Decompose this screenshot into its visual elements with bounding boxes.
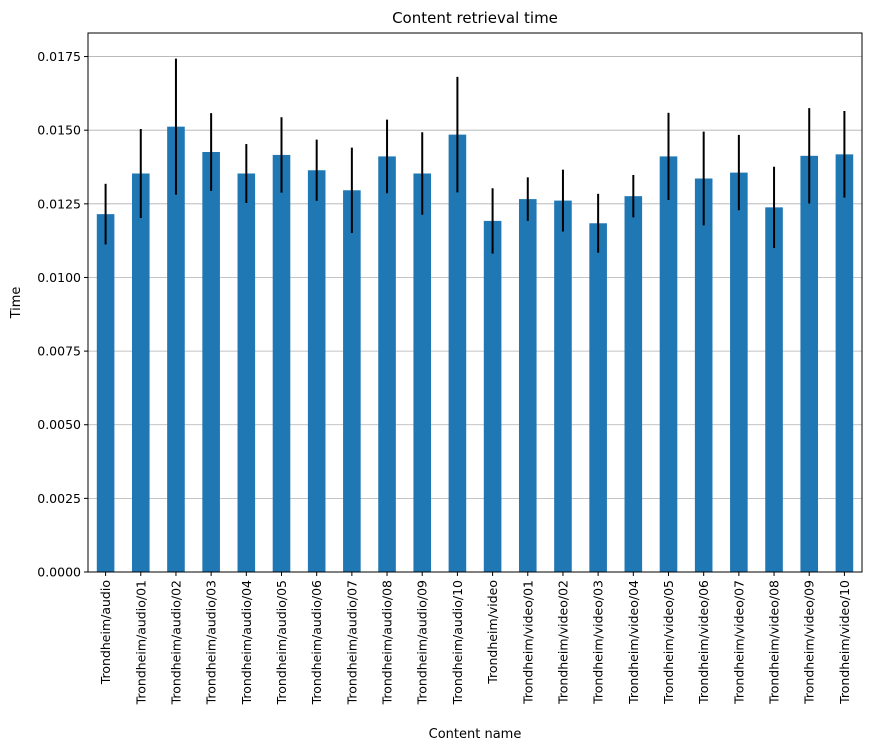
- y-tick-label: 0.0100: [37, 270, 81, 285]
- y-tick-label: 0.0125: [37, 196, 81, 211]
- chart-title: Content retrieval time: [392, 9, 558, 27]
- x-tick-label: Trondheim/audio/09: [415, 580, 430, 705]
- y-tick-label: 0.0075: [37, 344, 81, 359]
- bar: [131, 173, 150, 572]
- x-tick-label: Trondheim/audio/04: [239, 580, 254, 705]
- x-tick-label: Trondheim/video/07: [731, 580, 746, 705]
- bar: [730, 172, 748, 572]
- bars: [96, 126, 854, 573]
- bar: [765, 207, 783, 572]
- y-tick-label: 0.0050: [37, 417, 81, 432]
- bar: [378, 156, 396, 572]
- bar: [307, 170, 326, 573]
- bar: [835, 154, 854, 572]
- bar: [483, 220, 502, 572]
- bar: [272, 154, 291, 573]
- bar: [589, 223, 607, 572]
- x-tick-label: Trondheim/video/02: [555, 580, 570, 705]
- x-tick-label: Trondheim/audio/10: [450, 580, 465, 705]
- x-tick-label: Trondheim/video/09: [802, 580, 817, 705]
- x-tick-label: Trondheim/video/04: [626, 580, 641, 705]
- x-tick-label: Trondheim/video/10: [837, 580, 852, 705]
- x-tick-label: Trondheim/audio/01: [133, 580, 148, 705]
- y-tick-label: 0.0000: [37, 565, 81, 580]
- x-tick-label: Trondheim/audio/08: [380, 580, 395, 705]
- x-tick-label: Trondheim/audio/05: [274, 580, 289, 705]
- bar: [448, 134, 467, 573]
- y-axis: 0.0000 0.0025 0.0050 0.0075 0.0100 0.0125 0.01…: [37, 49, 88, 580]
- x-tick-label: Trondheim/video/01: [520, 580, 535, 705]
- x-tick-label: Trondheim/audio: [98, 580, 113, 685]
- bar: [237, 173, 256, 572]
- bar: [659, 156, 678, 572]
- x-tick-label: Trondheim/video/05: [661, 580, 676, 705]
- x-tick-label: Trondheim/video/06: [696, 580, 711, 705]
- error-bars: [104, 58, 846, 254]
- x-axis-label: Content name: [429, 727, 522, 742]
- y-axis-label: Time: [9, 287, 24, 320]
- y-tick-label: 0.0025: [37, 491, 81, 506]
- x-tick-label: Trondheim/audio/03: [204, 580, 219, 705]
- y-tick-label: 0.0150: [37, 123, 81, 138]
- bar: [202, 151, 220, 572]
- x-tick-label: Trondheim/audio/06: [309, 580, 324, 705]
- bar: [624, 196, 643, 573]
- x-tick-label: Trondheim/video: [485, 580, 500, 685]
- bar: [413, 173, 432, 572]
- x-tick-label: Trondheim/video/08: [767, 580, 782, 705]
- bar: [167, 126, 185, 572]
- x-tick-label: Trondheim/audio/07: [344, 580, 359, 705]
- x-tick-label: Trondheim/audio/02: [168, 580, 183, 705]
- bar: [800, 155, 819, 573]
- bar: [554, 200, 572, 573]
- x-tick-label: Trondheim/video/03: [591, 580, 606, 705]
- bar: [343, 190, 361, 572]
- bar: [96, 214, 115, 572]
- x-axis: Trondheim/audio Trondheim/audio/01 Trondhe…: [98, 572, 852, 705]
- bar: [694, 178, 713, 572]
- plot-frame: [87, 32, 863, 573]
- y-tick-label: 0.0175: [37, 49, 81, 64]
- bar: [518, 199, 537, 572]
